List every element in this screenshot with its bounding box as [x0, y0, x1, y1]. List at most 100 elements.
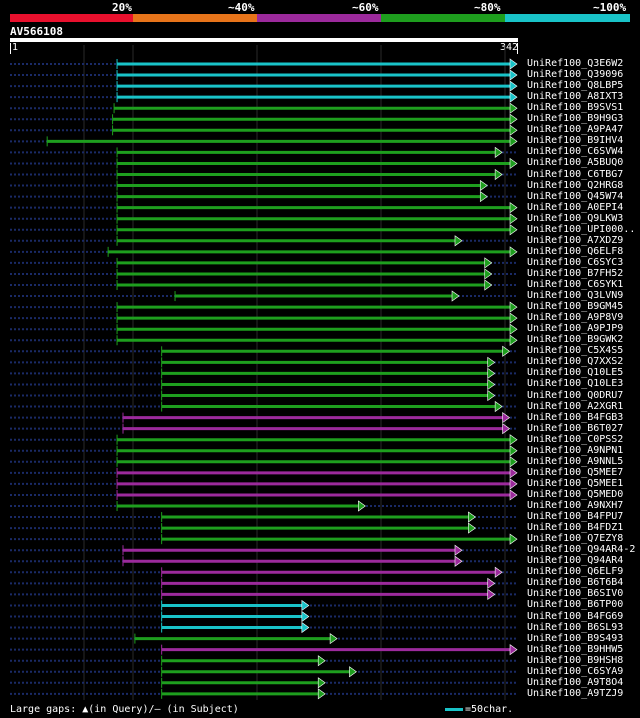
hit-label-link[interactable]: UniRef100_A9PA47: [527, 124, 624, 136]
hit-label-link[interactable]: UniRef100_A9NNL5: [527, 455, 624, 467]
hit-row[interactable]: [10, 621, 517, 634]
hit-row[interactable]: [10, 633, 517, 645]
hit-row[interactable]: [10, 157, 518, 170]
hit-row[interactable]: [10, 124, 518, 136]
hit-label-link[interactable]: UniRef100_Q94AR4: [527, 555, 624, 567]
hit-row[interactable]: [10, 655, 517, 667]
hit-label-link[interactable]: UniRef100_Q3E6W2: [527, 58, 624, 69]
hit-row[interactable]: [10, 467, 518, 479]
hit-label-link[interactable]: UniRef100_Q6ELF9: [527, 566, 624, 578]
hit-label-link[interactable]: UniRef100_Q10LE5: [527, 367, 624, 379]
hit-row[interactable]: [10, 202, 518, 214]
hit-row[interactable]: [10, 135, 518, 147]
hit-row[interactable]: [10, 555, 517, 567]
hit-label-link[interactable]: UniRef100_B9GM45: [527, 301, 624, 313]
hit-label-link[interactable]: UniRef100_B6SIV0: [527, 588, 624, 600]
hit-label-link[interactable]: UniRef100_A8IXT3: [527, 91, 624, 103]
hit-row[interactable]: [10, 179, 517, 192]
hit-label-link[interactable]: UniRef100_B9GWK2: [527, 334, 624, 346]
hit-label-link[interactable]: UniRef100_Q2HRG8: [527, 179, 624, 191]
hit-label-link[interactable]: UniRef100_Q10LE3: [527, 378, 624, 390]
hit-row[interactable]: [10, 268, 517, 280]
hit-label-link[interactable]: UniRef100_C6SYA9: [527, 665, 624, 677]
hit-label-link[interactable]: UniRef100_A5BUQ0: [527, 157, 624, 169]
hit-row[interactable]: [10, 58, 518, 70]
hit-row[interactable]: [10, 279, 517, 291]
hit-label-link[interactable]: UniRef100_B4FGB3: [527, 411, 624, 423]
hit-label-link[interactable]: UniRef100_C6SVW4: [527, 146, 624, 158]
hit-label-link[interactable]: UniRef100_A9T8O4: [527, 676, 624, 688]
hit-label-link[interactable]: UniRef100_Q39096: [527, 69, 624, 81]
hit-row[interactable]: [10, 500, 517, 512]
hit-row[interactable]: [10, 688, 517, 700]
hit-label-link[interactable]: UniRef100_B4FPU7: [527, 511, 624, 523]
hit-row[interactable]: [10, 290, 517, 302]
hit-row[interactable]: [10, 146, 517, 158]
hit-label-link[interactable]: UniRef100_Q94AR4-2: [527, 544, 636, 556]
hit-row[interactable]: [10, 456, 518, 468]
hit-row[interactable]: [10, 478, 518, 490]
hit-row[interactable]: [10, 334, 518, 346]
hit-row[interactable]: [10, 378, 517, 391]
hit-label-link[interactable]: UniRef100_C6SYK1: [527, 279, 624, 290]
hit-row[interactable]: [10, 312, 518, 324]
hit-row[interactable]: [10, 113, 518, 125]
hit-row[interactable]: [10, 69, 518, 81]
hit-row[interactable]: [10, 323, 518, 335]
hit-row[interactable]: [10, 213, 518, 225]
hit-label-link[interactable]: UniRef100_UPI000..: [527, 223, 636, 235]
hit-label-link[interactable]: UniRef100_Q45W74: [527, 190, 624, 202]
hit-label-link[interactable]: UniRef100_Q5MED0: [527, 488, 624, 500]
hit-label-link[interactable]: UniRef100_B4FDZ1: [527, 522, 624, 534]
hit-label-link[interactable]: UniRef100_B9H9G3: [527, 113, 624, 125]
hit-row[interactable]: [10, 80, 518, 92]
hit-label-link[interactable]: UniRef100_B6TP00: [527, 599, 624, 611]
hit-row[interactable]: [10, 610, 517, 623]
hit-row[interactable]: [10, 257, 517, 269]
hit-label-link[interactable]: UniRef100_B9IHV4: [527, 135, 624, 147]
hit-label-link[interactable]: UniRef100_C0PSS2: [527, 433, 624, 445]
hit-label-link[interactable]: UniRef100_B4FG69: [527, 610, 624, 622]
hit-row[interactable]: [10, 191, 517, 203]
hit-row[interactable]: [10, 91, 518, 103]
hit-label-link[interactable]: UniRef100_B7FH52: [527, 267, 624, 279]
hit-label-link[interactable]: UniRef100_B9HSH8: [527, 654, 624, 666]
hit-row[interactable]: [10, 246, 518, 258]
hit-label-link[interactable]: UniRef100_B9HHW5: [527, 643, 624, 655]
hit-label-link[interactable]: UniRef100_Q5MEE7: [527, 466, 624, 478]
hit-label-link[interactable]: UniRef100_Q7EZY8: [527, 533, 624, 545]
hit-row[interactable]: [10, 677, 517, 689]
hit-label-link[interactable]: UniRef100_Q5MEE1: [527, 477, 624, 489]
hit-row[interactable]: [10, 168, 517, 181]
hit-row[interactable]: [10, 511, 517, 523]
hit-label-link[interactable]: UniRef100_B9S493: [527, 632, 624, 644]
hit-row[interactable]: [10, 356, 517, 368]
hit-row[interactable]: [10, 599, 517, 612]
hit-row[interactable]: [10, 445, 518, 457]
hit-label-link[interactable]: UniRef100_Q8LBP5: [527, 80, 624, 92]
hit-row[interactable]: [10, 301, 518, 313]
hit-row[interactable]: [10, 400, 517, 413]
hit-row[interactable]: [10, 566, 517, 578]
hit-row[interactable]: [10, 412, 517, 424]
hit-label-link[interactable]: UniRef100_A7XDZ9: [527, 234, 624, 246]
hit-row[interactable]: [10, 345, 517, 357]
hit-row[interactable]: [10, 666, 517, 678]
hit-row[interactable]: [10, 367, 517, 379]
hit-label-link[interactable]: UniRef100_Q9LKW3: [527, 212, 624, 224]
hit-row[interactable]: [10, 423, 517, 435]
hit-row[interactable]: [10, 224, 518, 236]
hit-row[interactable]: [10, 522, 517, 534]
hit-row[interactable]: [10, 544, 517, 556]
hit-label-link[interactable]: UniRef100_Q0DRU7: [527, 389, 624, 401]
hit-row[interactable]: [10, 434, 518, 446]
hit-row[interactable]: [10, 644, 518, 656]
hit-row[interactable]: [10, 588, 517, 600]
hit-row[interactable]: [10, 235, 517, 247]
hit-label-link[interactable]: UniRef100_Q7XXS2: [527, 356, 624, 368]
hit-label-link[interactable]: UniRef100_A9PJP9: [527, 323, 624, 335]
hit-label-link[interactable]: UniRef100_C6SYC3: [527, 256, 624, 268]
hit-label-link[interactable]: UniRef100_A9NPN1: [527, 444, 624, 456]
hit-label-link[interactable]: UniRef100_A0EPI4: [527, 201, 624, 213]
hit-label-link[interactable]: UniRef100_A9NXH7: [527, 500, 624, 511]
